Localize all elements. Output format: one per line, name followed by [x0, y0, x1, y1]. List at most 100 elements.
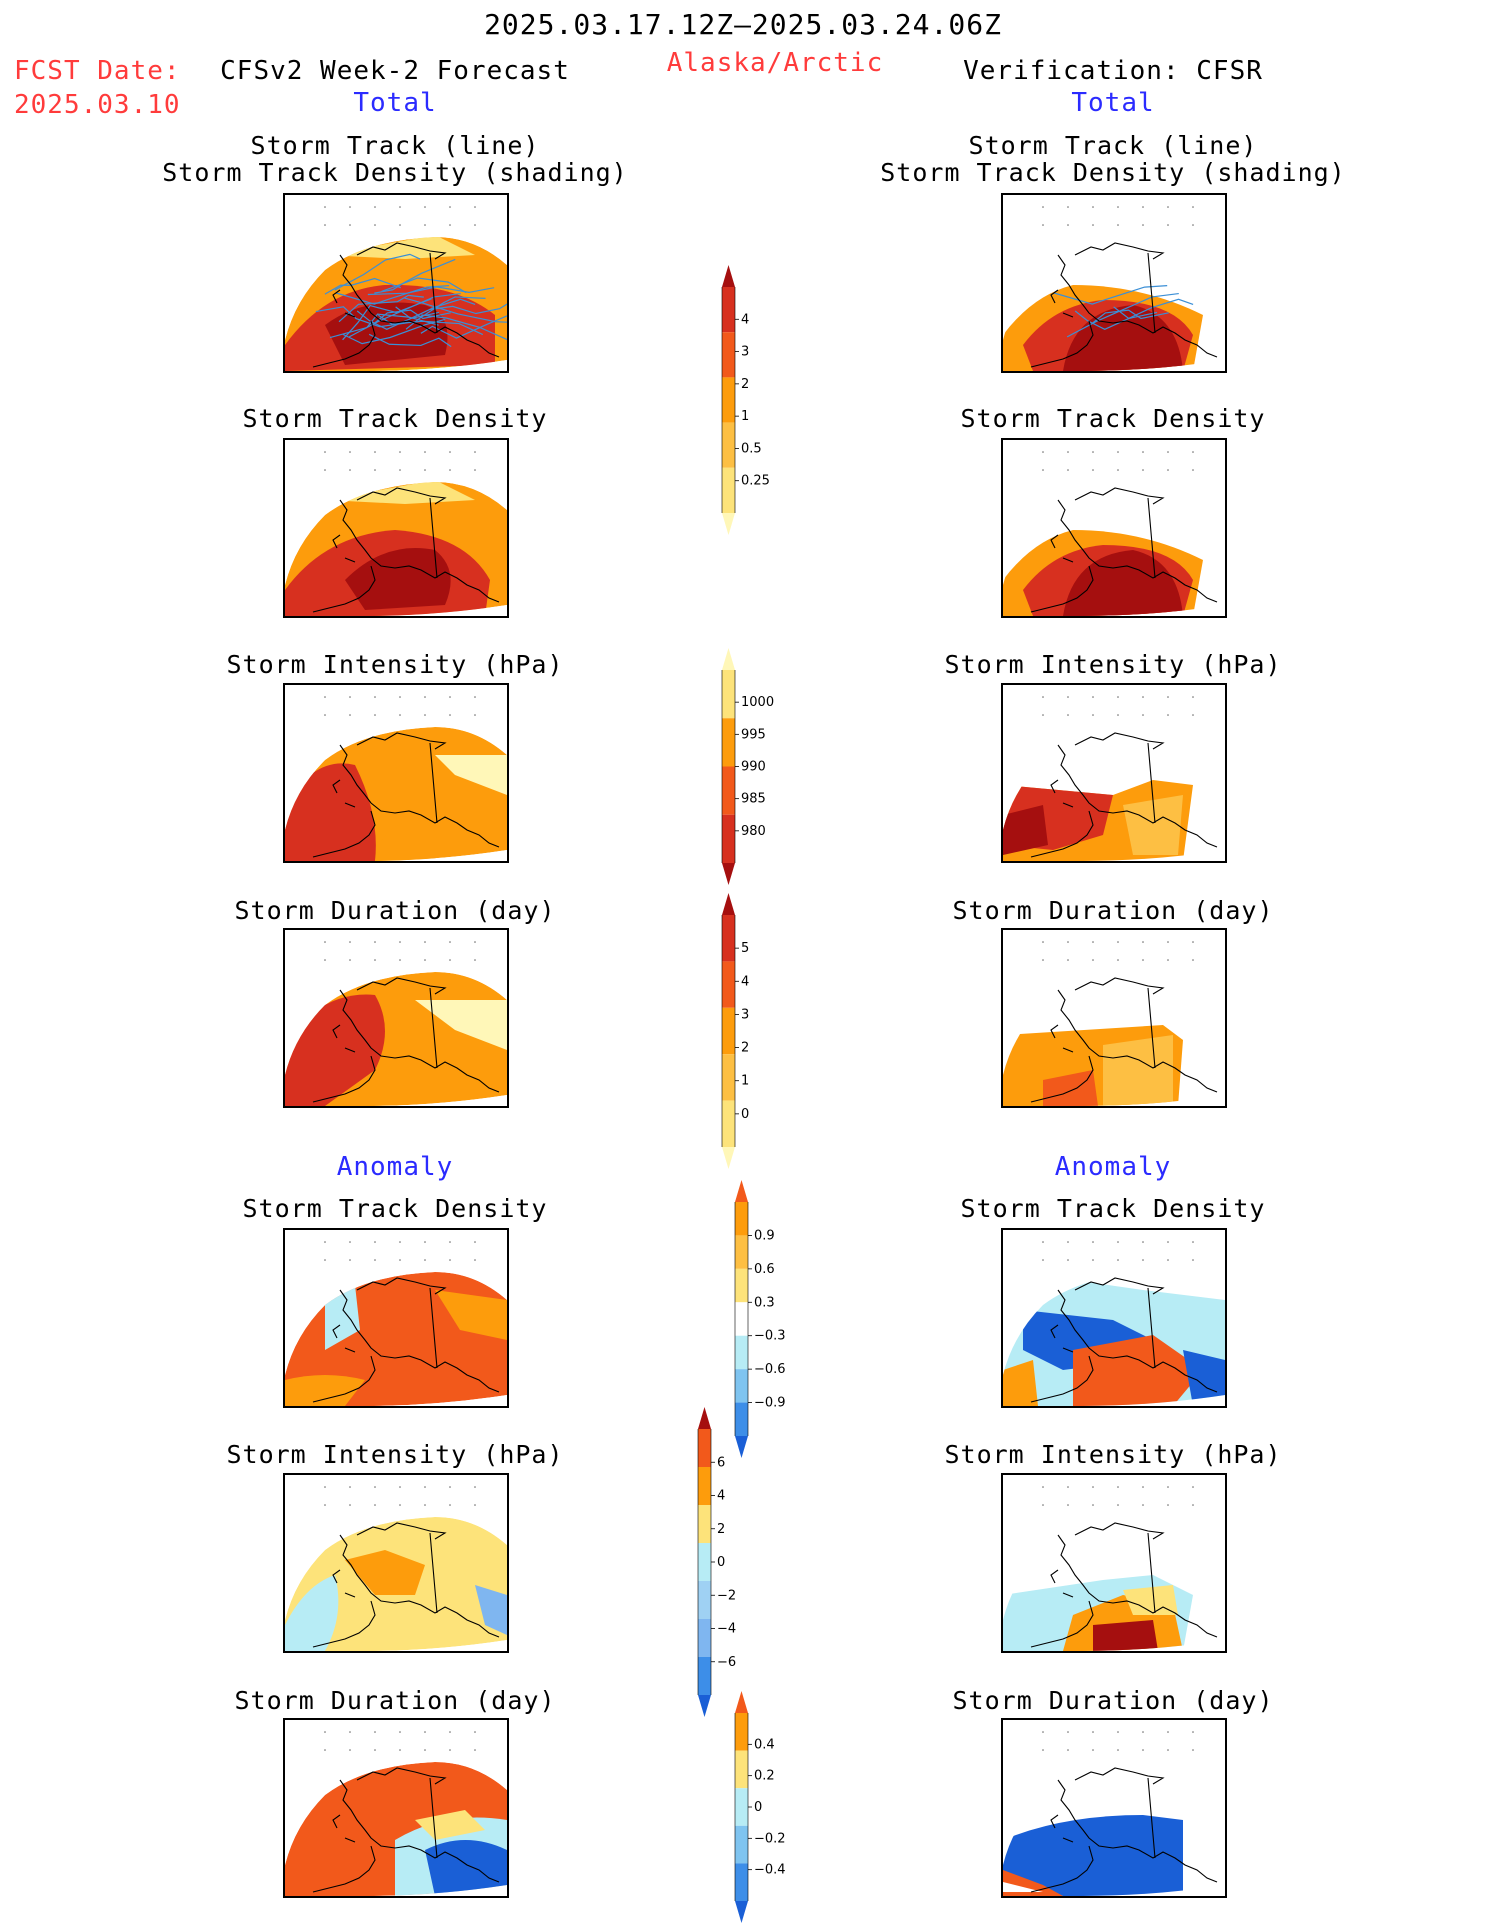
graticule-dot [349, 1486, 351, 1488]
graticule-dot [474, 1731, 476, 1733]
graticule-dot [1042, 696, 1044, 698]
graticule-dot [1142, 696, 1144, 698]
left-duration-title: Storm Duration (day) [234, 896, 556, 925]
coastline [312, 1277, 500, 1403]
graticule-dot [474, 451, 476, 453]
graticule-dot [1092, 1749, 1094, 1751]
colorbar-label: −0.3 [754, 1329, 786, 1344]
shaded-region [325, 482, 475, 504]
map-fcst-anom-intensity [283, 1473, 509, 1653]
graticule-dot [374, 1259, 376, 1261]
graticule-dot [449, 1486, 451, 1488]
graticule-dot [1142, 959, 1144, 961]
shaded-region [425, 1840, 507, 1896]
graticule-dot [1092, 1259, 1094, 1261]
coastline [1030, 977, 1218, 1103]
shaded-region [435, 755, 507, 795]
graticule-dot [1117, 206, 1119, 208]
colorbar-label: 4 [717, 1489, 725, 1504]
colorbar-swatch [722, 377, 735, 423]
colorbar-bottom-triangle [722, 863, 735, 885]
graticule-dot [399, 1749, 401, 1751]
colorbar-swatch [722, 915, 735, 962]
graticule-dot [1142, 451, 1144, 453]
colorbar-swatch [722, 961, 735, 1008]
colorbar-label: 3 [741, 1007, 749, 1022]
coastline [1030, 242, 1218, 368]
storm-track-line [420, 315, 507, 339]
shaded-region [435, 1290, 507, 1340]
graticule-dot [349, 1504, 351, 1506]
graticule-dot [1042, 451, 1044, 453]
map-verif-duration [1001, 928, 1227, 1108]
graticule-dot [374, 224, 376, 226]
graticule-dot [474, 714, 476, 716]
colorbar-label: −0.4 [754, 1863, 786, 1878]
graticule-dot [399, 959, 401, 961]
graticule-dot [1167, 451, 1169, 453]
colorbar-outline [734, 1202, 749, 1436]
colorbar-anom-intensity: 6 4 2 0 −2 −4 −6 [697, 1407, 758, 1721]
graticule-dot [399, 1504, 401, 1506]
colorbar-label: 3 [741, 345, 749, 360]
graticule-dot [424, 1241, 426, 1243]
coastline [1030, 732, 1218, 858]
graticule-dot [1042, 1749, 1044, 1751]
graticule-dot [1117, 451, 1119, 453]
colorbar-swatch [722, 814, 735, 863]
shaded-region [1063, 550, 1183, 616]
graticule-dot [324, 1504, 326, 1506]
graticule-dot [1142, 1504, 1144, 1506]
colorbar-swatch [698, 1619, 711, 1657]
graticule-dot [449, 1241, 451, 1243]
colorbar-label: −0.6 [754, 1362, 786, 1377]
colorbar-bottom-triangle [722, 1147, 735, 1169]
colorbar-swatch [698, 1543, 711, 1581]
right-density-title: Storm Track Density [960, 404, 1266, 433]
left-model-title: CFSv2 Week-2 Forecast [220, 56, 570, 86]
storm-track-line [1091, 309, 1169, 325]
graticule-dot [1042, 714, 1044, 716]
graticule-dot [1142, 1259, 1144, 1261]
left-intensity-title: Storm Intensity (hPa) [226, 650, 564, 679]
graticule-dot [399, 224, 401, 226]
graticule-dot [1192, 1259, 1194, 1261]
shaded-region [1123, 795, 1183, 855]
colorbar-swatch [735, 1825, 748, 1864]
left-anomaly-label: Anomaly [336, 1152, 454, 1182]
colorbar-anom-duration: 0.4 0.2 0 −0.2 −0.4 [734, 1691, 795, 1927]
graticule-dot [1142, 1486, 1144, 1488]
graticule-dot [324, 1731, 326, 1733]
shaded-region [1043, 1070, 1098, 1106]
graticule-dot [474, 1241, 476, 1243]
storm-track-line [315, 306, 408, 328]
right-anom-intensity-title: Storm Intensity (hPa) [944, 1440, 1282, 1469]
graticule-dot [1092, 959, 1094, 961]
colorbar-swatch [735, 1369, 748, 1403]
colorbar-bottom-triangle [735, 1901, 748, 1923]
graticule-dot [1167, 1486, 1169, 1488]
graticule-dot [1192, 1749, 1194, 1751]
storm-track-line [334, 253, 421, 291]
graticule-dot [324, 696, 326, 698]
graticule-dot [449, 1259, 451, 1261]
graticule-dot [1042, 469, 1044, 471]
right-track-title: Storm Track (line) Storm Track Density (… [880, 132, 1346, 186]
graticule-dot [424, 696, 426, 698]
shaded-region [475, 1585, 507, 1635]
colorbar-label: −0.2 [754, 1831, 786, 1846]
graticule-dot [1092, 451, 1094, 453]
colorbar-swatch [735, 1202, 748, 1236]
graticule-dot [1117, 1241, 1119, 1243]
graticule-dot [374, 1241, 376, 1243]
graticule-dot [1042, 1486, 1044, 1488]
colorbar-label: 4 [741, 974, 749, 989]
colorbar-label: 0 [754, 1800, 762, 1815]
graticule-dot [1067, 696, 1069, 698]
left-anom-duration-title: Storm Duration (day) [234, 1686, 556, 1715]
graticule-dot [399, 206, 401, 208]
graticule-dot [1192, 451, 1194, 453]
storm-track-line [368, 333, 452, 348]
shaded-region [415, 1810, 485, 1840]
colorbar-top-triangle [735, 1691, 748, 1713]
